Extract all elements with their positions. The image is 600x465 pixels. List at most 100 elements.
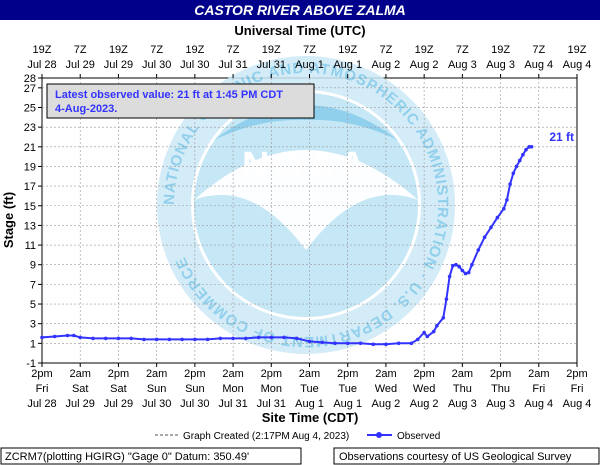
observed-point — [295, 336, 299, 341]
observed-point — [457, 264, 462, 269]
observed-point — [78, 335, 82, 340]
observed-point — [505, 198, 509, 202]
y-tick-label: 15 — [24, 201, 36, 213]
observed-point — [396, 341, 401, 346]
grid-lines — [42, 78, 577, 363]
observed-point — [244, 336, 248, 341]
x-tick-label: 2am — [222, 368, 243, 380]
observed-point — [460, 268, 465, 273]
x-tick-label: Jul 28 — [27, 398, 56, 410]
x-tick-label: Aug 4 — [524, 398, 553, 410]
x-tick-label: 2pm — [337, 368, 358, 380]
top-tick-label: Jul 30 — [142, 59, 171, 71]
annotation-line2: 4-Aug-2023. — [55, 103, 117, 115]
x-tick-label: Fri — [36, 383, 49, 395]
top-tick-label: 7Z — [380, 44, 393, 56]
y-tick-label: 28 — [24, 73, 36, 85]
x-tick-label: Jul 31 — [257, 398, 286, 410]
top-tick-label: Aug 4 — [524, 59, 553, 71]
observed-line — [41, 145, 532, 346]
last-value-label: 21 ft — [549, 130, 574, 144]
observed-point — [129, 336, 133, 341]
x-tick-label: Aug 2 — [372, 398, 401, 410]
top-tick-label: Jul 29 — [66, 59, 95, 71]
top-tick-label: 19Z — [491, 44, 510, 56]
legend-observed: Observed — [397, 431, 440, 442]
observed-point — [524, 147, 528, 152]
x-tick-label: Fri — [532, 383, 545, 395]
top-tick-label: 7Z — [532, 44, 545, 56]
observed-point — [193, 337, 197, 342]
observed-point — [495, 215, 500, 220]
observed-point — [422, 330, 426, 335]
observed-point — [489, 225, 493, 230]
observed-point — [431, 329, 436, 334]
x-tick-label: Jul 30 — [180, 398, 209, 410]
observed-point — [333, 341, 337, 346]
observed-point — [72, 333, 76, 338]
observed-point — [508, 182, 512, 186]
x-tick-label: Sun — [185, 383, 205, 395]
observed-point — [482, 235, 487, 239]
observed-point — [447, 274, 452, 279]
legend: Graph Created (2:17PM Aug 4, 2023) Obser… — [155, 431, 440, 442]
x-tick-label: 2am — [528, 368, 549, 380]
footer-left-box — [0, 447, 302, 465]
x-tick-label: Jul 31 — [218, 398, 247, 410]
observed-point — [269, 335, 274, 340]
top-tick-label: 19Z — [262, 44, 281, 56]
observed-point — [444, 297, 449, 301]
y-tick-label: 27 — [24, 83, 36, 95]
observed-point — [320, 340, 325, 345]
x-tick-label: Aug 1 — [295, 398, 324, 410]
y-tick-label: -1 — [26, 358, 36, 370]
noaa-logo-text: NOAA — [242, 145, 370, 187]
x-tick-label: 2pm — [566, 368, 587, 380]
observed-point — [307, 339, 312, 344]
observed-point — [521, 152, 525, 157]
y-tick-label: 11 — [25, 240, 36, 252]
observed-point — [65, 333, 70, 338]
observed-point — [435, 323, 439, 328]
observed-point — [52, 334, 57, 339]
observed-point — [371, 342, 376, 347]
x-tick-label: Aug 4 — [563, 398, 592, 410]
top-axis-label: Universal Time (UTC) — [234, 23, 365, 38]
top-tick-label: Jul 29 — [104, 59, 133, 71]
latest-value-annotation: Latest observed value: 21 ft at 1:45 PM … — [46, 83, 315, 119]
top-tick-label: Jul 28 — [27, 59, 56, 71]
legend-observed-marker — [376, 432, 382, 438]
x-tick-label: Sat — [72, 383, 89, 395]
top-tick-label: Jul 31 — [257, 59, 286, 71]
observed-point — [384, 342, 388, 347]
observed-point — [529, 145, 534, 149]
observed-point — [345, 341, 350, 346]
observed-point — [454, 262, 458, 267]
x-tick-label: Mon — [222, 383, 243, 395]
x-tick-label: 2pm — [108, 368, 129, 380]
y-tick-label: 7 — [30, 279, 36, 291]
observed-point — [466, 270, 471, 275]
top-tick-label: 7Z — [74, 44, 87, 56]
x-tick-label: Sat — [110, 383, 127, 395]
top-tick-label: Aug 3 — [486, 59, 515, 71]
x-tick-label: Tue — [338, 383, 357, 395]
y-tick-label: 9 — [30, 260, 36, 272]
x-tick-label: 2am — [70, 368, 91, 380]
top-tick-label: Aug 1 — [333, 59, 362, 71]
x-tick-label: 2pm — [31, 368, 52, 380]
top-tick-label: 19Z — [33, 44, 52, 56]
observed-point — [358, 341, 363, 346]
chart-title: CASTOR RIVER ABOVE ZALMA — [194, 2, 406, 18]
observed-point — [116, 336, 121, 341]
noaa-logo-ring-icon — [157, 56, 455, 354]
observed-point — [142, 337, 146, 342]
x-tick-label: 2am — [299, 368, 320, 380]
y-tick-label: 3 — [30, 319, 36, 331]
observed-point — [409, 341, 414, 346]
observed-point — [514, 164, 519, 169]
top-tick-label: Jul 31 — [218, 59, 247, 71]
observed-point — [517, 158, 522, 163]
top-tick-label: 7Z — [150, 44, 163, 56]
